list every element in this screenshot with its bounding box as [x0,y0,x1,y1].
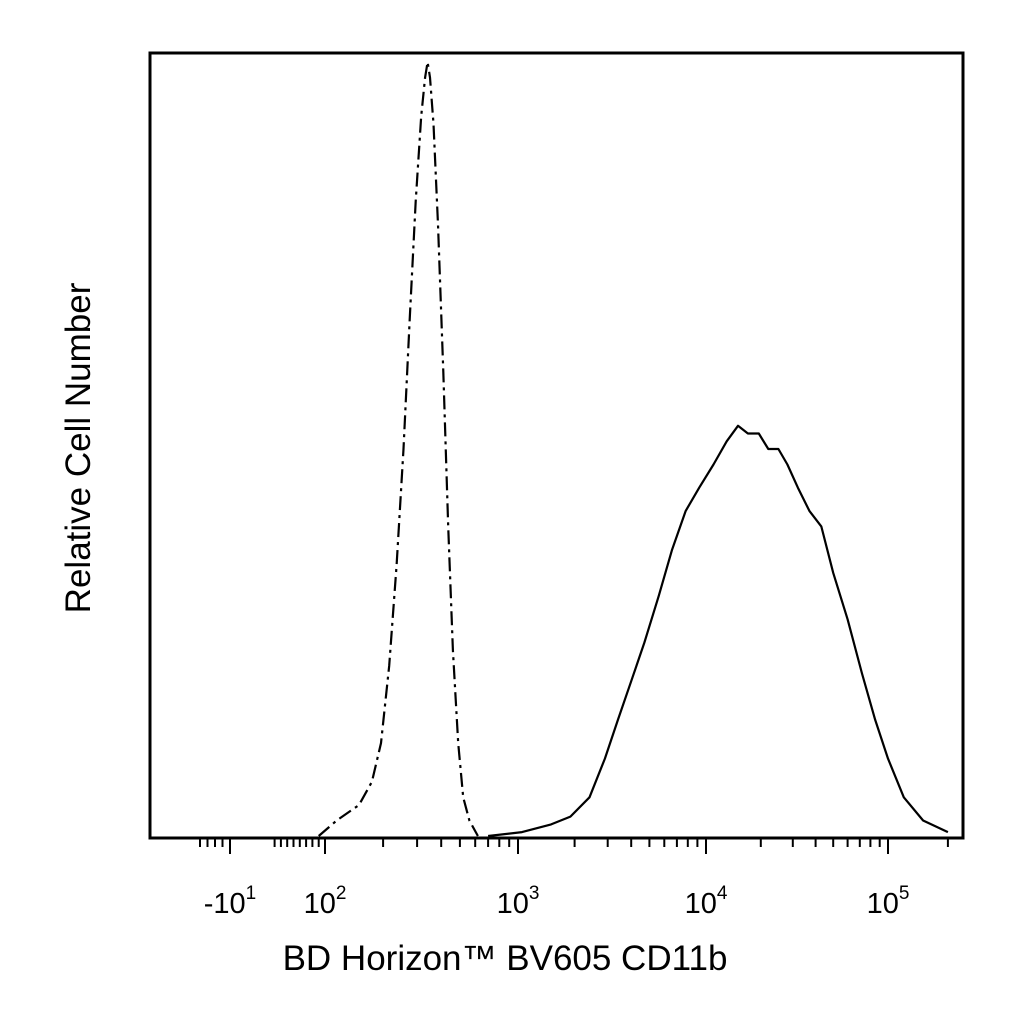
x-major-ticks [229,839,889,854]
y-axis-label: Relative Cell Number [59,282,98,613]
x-axis-label: BD Horizon™ BV605 CD11b [283,939,728,978]
x-tick-label: 105 [867,883,910,920]
x-tick-labels: -101 102 103 104 105 [204,883,910,920]
histogram-curves [317,60,949,838]
isotype-control-histogram-line [317,60,479,837]
cd11b-stained-histogram-line [487,424,949,838]
x-tick-label: -101 [204,883,257,920]
plot-frame [148,51,965,840]
x-tick-label: 102 [304,883,347,920]
x-tick-label: 104 [685,883,728,920]
x-minor-ticks [199,839,949,847]
x-tick-label: 103 [497,883,540,920]
